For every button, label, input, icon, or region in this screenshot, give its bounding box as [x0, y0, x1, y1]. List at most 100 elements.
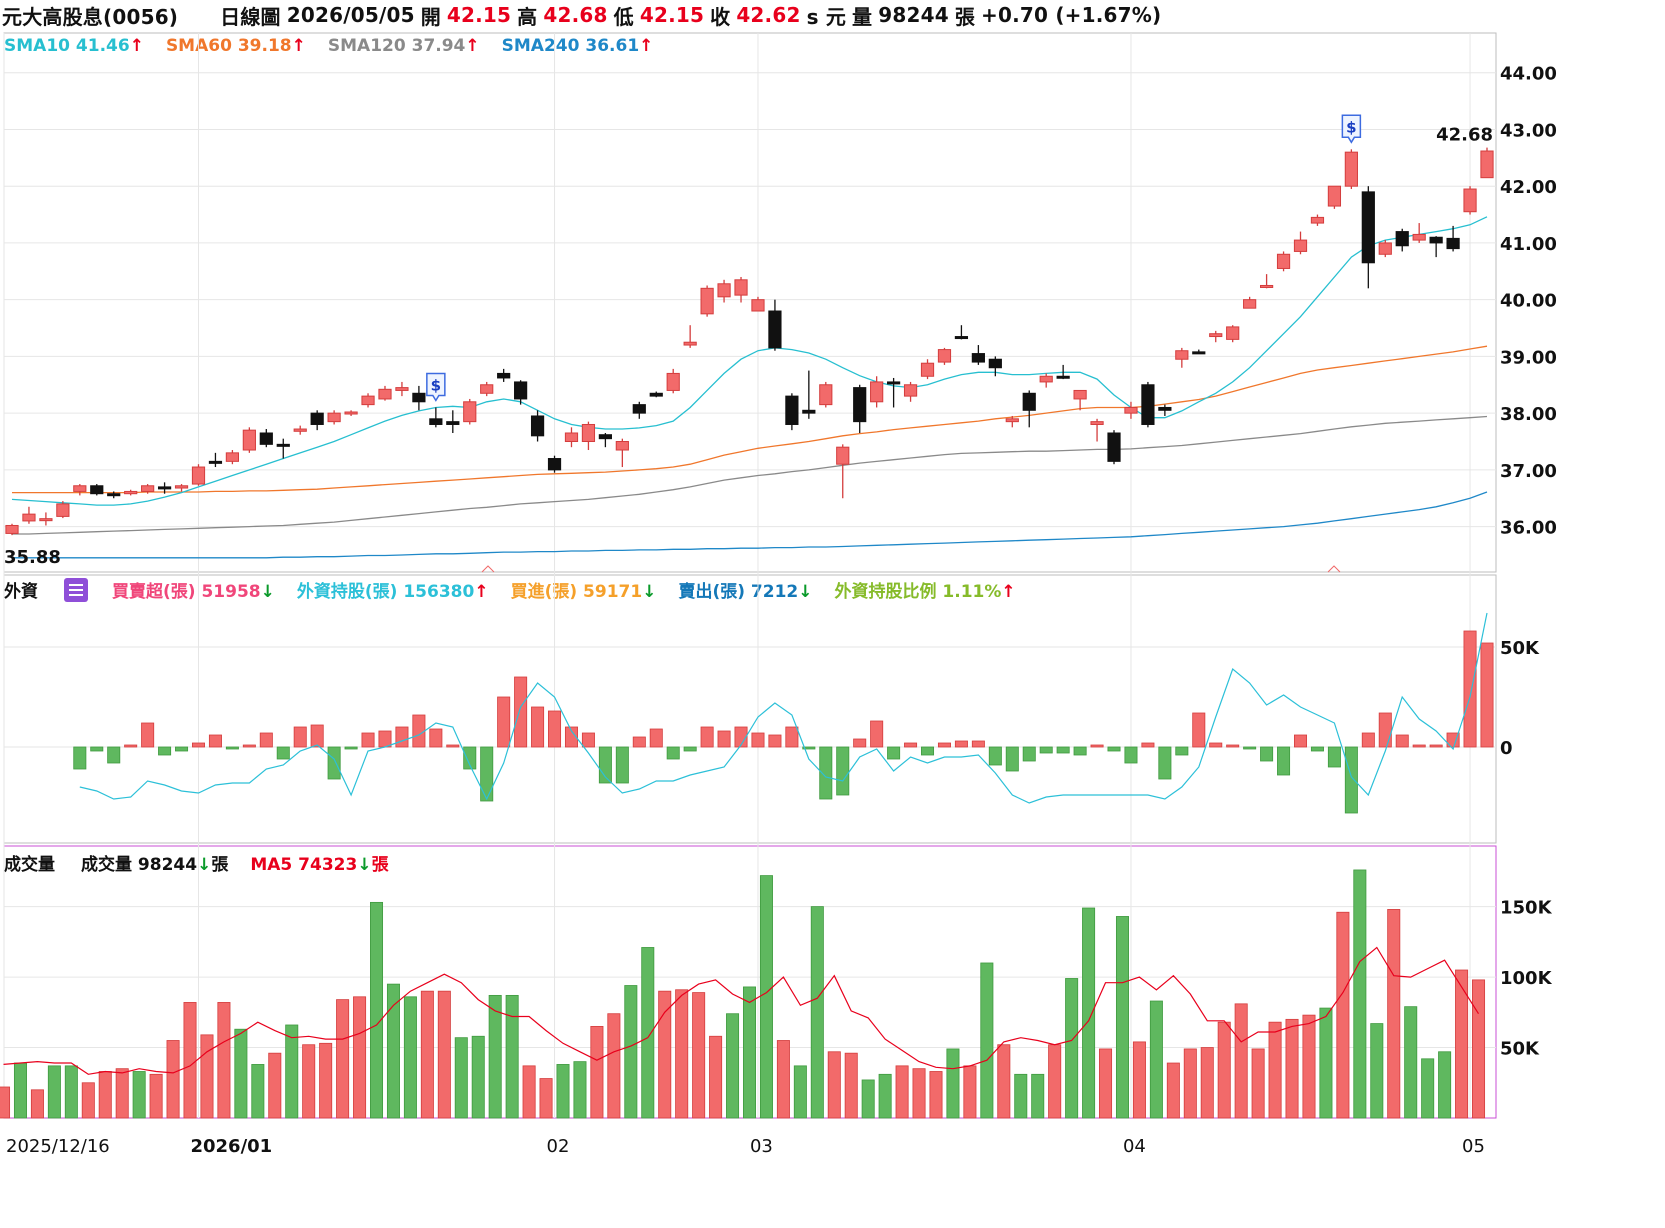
foreign-net-bar: [632, 736, 646, 748]
high-value: 42.68: [543, 3, 608, 27]
arrow-up-icon: ↑: [465, 36, 480, 56]
foreign-net-bar: [1141, 742, 1155, 748]
candle-body: [1361, 191, 1375, 264]
price-tick-label: 43.00: [1500, 120, 1557, 141]
legend-volume-1: MA5 74323↓張: [250, 850, 388, 875]
volume-tick-label: 100K: [1500, 968, 1553, 989]
volume-label: 量: [852, 4, 873, 29]
foreign-net-bar: [514, 676, 528, 748]
legend-name: 買賣超(張): [112, 582, 196, 602]
foreign-net-bar: [1090, 744, 1104, 748]
foreign-net-bar: [785, 726, 799, 748]
price-tick-label: 37.00: [1500, 461, 1557, 482]
volume-bar: [200, 1034, 214, 1119]
foreign-net-bar: [1378, 712, 1392, 748]
volume-bar: [454, 1037, 468, 1119]
volume-bar: [1319, 1007, 1333, 1119]
volume-bar: [827, 1051, 841, 1119]
foreign-net-bar: [802, 746, 816, 750]
volume-bar: [1014, 1073, 1028, 1119]
candle-body: [124, 490, 138, 495]
volume-bar: [810, 906, 824, 1119]
candle-body: [344, 411, 358, 415]
arrow-up-icon: ↑: [129, 36, 144, 56]
foreign-tick-label: 0: [1500, 738, 1513, 759]
volume-unit: 張: [954, 4, 976, 29]
volume-bar: [1302, 1014, 1316, 1119]
candle-body: [819, 384, 833, 406]
volume-bar: [844, 1052, 858, 1119]
candle-body: [700, 287, 714, 315]
volume-bar: [726, 1013, 740, 1119]
foreign-net-bar: [1277, 746, 1291, 776]
volume-bar: [1166, 1062, 1180, 1119]
stock-chart[interactable]: 36.00 37.00 38.00 39.00 40.00 41.00 42.00 43.00…: [0, 0, 1568, 1156]
candle-body: [1022, 392, 1036, 411]
foreign-net-bar: [988, 746, 1002, 766]
foreign-net-bar: [1260, 746, 1274, 762]
candle-body: [1446, 237, 1460, 250]
foreign-net-bar: [548, 710, 562, 748]
foreign-net-bar: [90, 746, 104, 752]
legend-foreign-2: 買進(張) 59171↓: [511, 577, 657, 602]
candle-body: [1005, 418, 1019, 423]
foreign-net-bar: [141, 722, 155, 748]
foreign-net-bar: [276, 746, 290, 760]
volume-bar: [0, 1086, 11, 1119]
high-label: 高: [517, 4, 538, 29]
candle-body: [1243, 299, 1257, 309]
volume-bar: [30, 1089, 44, 1119]
volume-bar: [81, 1082, 95, 1119]
legend-name: SMA10: [4, 36, 70, 56]
candle-body: [1327, 185, 1342, 207]
volume-bar: [1217, 1021, 1231, 1119]
volume-bar: [1353, 869, 1367, 1119]
foreign-net-bar: [124, 744, 138, 748]
range-marker-icon: [1327, 565, 1341, 573]
foreign-net-bar: [751, 732, 765, 748]
foreign-net-bar: [1361, 732, 1375, 748]
foreign-net-bar: [73, 746, 87, 770]
candle-body: [903, 384, 918, 397]
range-marker-icon: [481, 565, 495, 573]
candle-body: [1480, 150, 1494, 179]
foreign-net-bar: [497, 696, 511, 748]
candle-body: [1192, 351, 1206, 355]
legend-sma-2: SMA120 37.94↑: [328, 36, 480, 56]
foreign-net-bar: [1192, 712, 1206, 748]
sma-legend: SMA10 41.46↑ SMA60 39.18↑ SMA120 37.94↑ SMA…: [4, 36, 675, 56]
volume-bar: [963, 1065, 977, 1119]
x-axis-label: 04: [1123, 1136, 1146, 1156]
candle-body: [310, 412, 324, 425]
candle-body: [768, 310, 782, 349]
svg-text:$: $: [1346, 118, 1356, 136]
legend-value: 7212: [750, 582, 799, 602]
candle-body: [174, 485, 189, 489]
legend-foreign-0: 買賣超(張) 51958↓: [112, 577, 275, 602]
foreign-net-bar: [480, 746, 494, 802]
candle-body: [954, 336, 969, 340]
x-axis-label: 2025/12/16: [6, 1136, 110, 1156]
candle-body: [429, 418, 443, 425]
foreign-net-bar: [971, 740, 985, 748]
low-label: 低: [613, 4, 634, 29]
foreign-panel-title: 外資: [4, 582, 38, 602]
candle-body: [971, 353, 985, 363]
foreign-tick-label: 50K: [1500, 638, 1540, 659]
foreign-net-bar: [598, 746, 612, 784]
foreign-net-bar: [1226, 744, 1240, 748]
price-tick-label: 42.00: [1500, 177, 1557, 198]
candle-body: [937, 349, 952, 363]
candle-body: [988, 358, 1002, 369]
legend-value: 41.46: [75, 36, 130, 56]
foreign-net-bar: [1243, 746, 1257, 750]
legend-name: 外資持股比例: [834, 582, 937, 602]
foreign-net-bar: [1124, 746, 1138, 764]
chart-kind: 日線圖: [220, 4, 281, 29]
volume-bar: [319, 1042, 333, 1119]
volume-bar: [1455, 969, 1469, 1119]
x-axis-label: 03: [750, 1136, 773, 1156]
menu-list-icon[interactable]: [64, 577, 88, 602]
legend-foreign-1: 外資持股(張) 156380↑: [297, 577, 489, 602]
legend-sma-0: SMA10 41.46↑: [4, 36, 144, 56]
